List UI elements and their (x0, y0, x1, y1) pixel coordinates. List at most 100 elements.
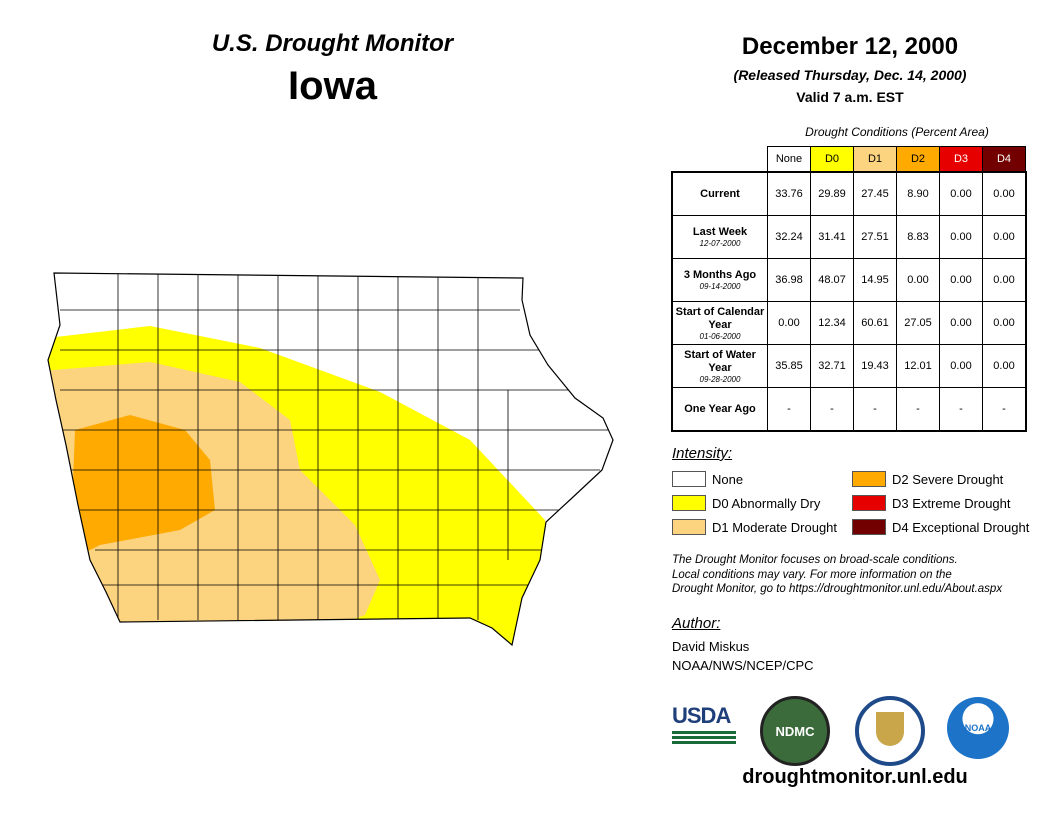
table-cell: 0.00 (939, 258, 983, 302)
table-cell: 27.05 (896, 301, 940, 345)
legend-title: Intensity: (672, 445, 733, 462)
state-name: Iowa (288, 64, 377, 108)
table-cell: 12.01 (896, 344, 940, 388)
legend-label: D1 Moderate Drought (712, 519, 838, 535)
legend-item: D3 Extreme Drought (852, 495, 1011, 511)
note-line: Drought Monitor, go to https://droughtmo… (672, 583, 1003, 595)
note-line: The Drought Monitor focuses on broad-sca… (672, 554, 958, 566)
map-date: December 12, 2000 (741, 33, 959, 60)
legend-swatch (672, 471, 706, 487)
table-cell: 60.61 (853, 301, 897, 345)
county-lines (60, 273, 610, 620)
table-row: Last Week 12-07-2000 32.24 31.41 27.51 8.83 0.… (671, 215, 1027, 259)
table-cell: 48.07 (810, 258, 854, 302)
table-cell: - (939, 387, 983, 432)
column-header-d3: D3 (939, 146, 983, 172)
table-cell: 32.24 (767, 215, 811, 259)
row-label: 3 Months Ago 09-14-2000 (671, 258, 768, 302)
table-cell: 33.76 (767, 171, 811, 216)
table-cell: - (853, 387, 897, 432)
ndmc-logo: NDMC (760, 696, 830, 766)
legend-swatch (672, 519, 706, 535)
table-row: One Year Ago - - - - - - (671, 387, 1027, 432)
table-cell: 27.45 (853, 171, 897, 216)
table-row: 3 Months Ago 09-14-2000 36.98 48.07 14.95 0.0… (671, 258, 1027, 302)
table-cell: 32.71 (810, 344, 854, 388)
row-label: Last Week 12-07-2000 (671, 215, 768, 259)
website-link[interactable]: droughtmonitor.unl.edu (742, 766, 968, 788)
usda-logo-text: USDA (672, 703, 731, 728)
table-cell: 0.00 (939, 301, 983, 345)
table-cell: 0.00 (982, 171, 1027, 216)
table-cell: 8.83 (896, 215, 940, 259)
table-cell: 0.00 (939, 215, 983, 259)
table-row: Start of Calendar Year 01-06-2000 0.00 12.3… (671, 301, 1027, 345)
table-cell: 0.00 (982, 301, 1027, 345)
row-label-text: Start of Calendar Year (675, 305, 765, 331)
legend-item: D2 Severe Drought (852, 471, 1003, 487)
legend-swatch (852, 519, 886, 535)
table-cell: 27.51 (853, 215, 897, 259)
table-cell: 0.00 (939, 344, 983, 388)
table-row: Start of Water Year 09-28-2000 35.85 32.71 1… (671, 344, 1027, 388)
table-cell: - (896, 387, 940, 432)
table-cell: 0.00 (767, 301, 811, 345)
row-label-text: Last Week (692, 226, 748, 238)
noaa-logo: NOAA (947, 697, 1009, 759)
legend-item: None (672, 471, 743, 487)
column-header-d1: D1 (853, 146, 897, 172)
valid-time: Valid 7 a.m. EST (796, 89, 904, 105)
table-cell: 0.00 (982, 258, 1027, 302)
table-cell: 0.00 (982, 344, 1027, 388)
usda-logo: USDA (672, 703, 736, 749)
commerce-seal-logo (855, 696, 925, 766)
table-cell: 31.41 (810, 215, 854, 259)
row-label: Start of Calendar Year 01-06-2000 (671, 301, 768, 345)
table-cell: 8.90 (896, 171, 940, 216)
legend-swatch (852, 471, 886, 487)
row-label: Start of Water Year 09-28-2000 (671, 344, 768, 388)
legend-item: D4 Exceptional Drought (852, 519, 1029, 535)
category-header: None D0 D1 D2 D3 D4 (767, 146, 1026, 172)
table-caption: Drought Conditions (Percent Area) (805, 125, 989, 139)
table-cell: - (982, 387, 1027, 432)
row-label-text: 3 Months Ago (683, 269, 757, 281)
row-date: 09-28-2000 (699, 374, 741, 384)
legend-label: D3 Extreme Drought (892, 495, 1011, 511)
column-header-d4: D4 (982, 146, 1026, 172)
release-date: (Released Thursday, Dec. 14, 2000) (733, 67, 967, 83)
legend-label: D0 Abnormally Dry (712, 495, 821, 511)
table-cell: 35.85 (767, 344, 811, 388)
row-label-text: One Year Ago (684, 402, 756, 415)
d2-area (70, 415, 215, 560)
table-cell: 29.89 (810, 171, 854, 216)
row-label-text: Start of Water Year (684, 348, 756, 374)
table-cell: 12.34 (810, 301, 854, 345)
row-label: Current (671, 171, 768, 216)
table-cell: - (767, 387, 811, 432)
row-date: 01-06-2000 (699, 331, 741, 341)
disclaimer-note: The Drought Monitor focuses on broad-sca… (672, 553, 1002, 597)
table-cell: 0.00 (982, 215, 1027, 259)
map-title: U.S. Drought Monitor (211, 30, 454, 57)
legend-label: D2 Severe Drought (892, 471, 1004, 487)
row-label: One Year Ago (671, 387, 768, 432)
author-label: Author: (672, 615, 721, 632)
drought-conditions-table: Current 33.76 29.89 27.45 8.90 0.00 0.00 Last W… (671, 171, 1027, 432)
table-cell: 0.00 (896, 258, 940, 302)
author-org: NOAA/NWS/NCEP/CPC (672, 658, 814, 673)
iowa-drought-map (47, 272, 614, 646)
table-cell: 36.98 (767, 258, 811, 302)
table-row: Current 33.76 29.89 27.45 8.90 0.00 0.00 (671, 171, 1027, 216)
column-header-d0: D0 (810, 146, 854, 172)
column-header-none: None (767, 146, 811, 172)
table-cell: 19.43 (853, 344, 897, 388)
legend-label: None (712, 471, 744, 487)
legend-label: D4 Exceptional Drought (892, 519, 1030, 535)
legend-item: D0 Abnormally Dry (672, 495, 820, 511)
legend-item: D1 Moderate Drought (672, 519, 837, 535)
legend-swatch (672, 495, 706, 511)
row-date: 09-14-2000 (699, 282, 741, 291)
note-line: Local conditions may vary. For more info… (672, 568, 952, 581)
author-info: David Miskus NOAA/NWS/NCEP/CPC (672, 637, 814, 675)
